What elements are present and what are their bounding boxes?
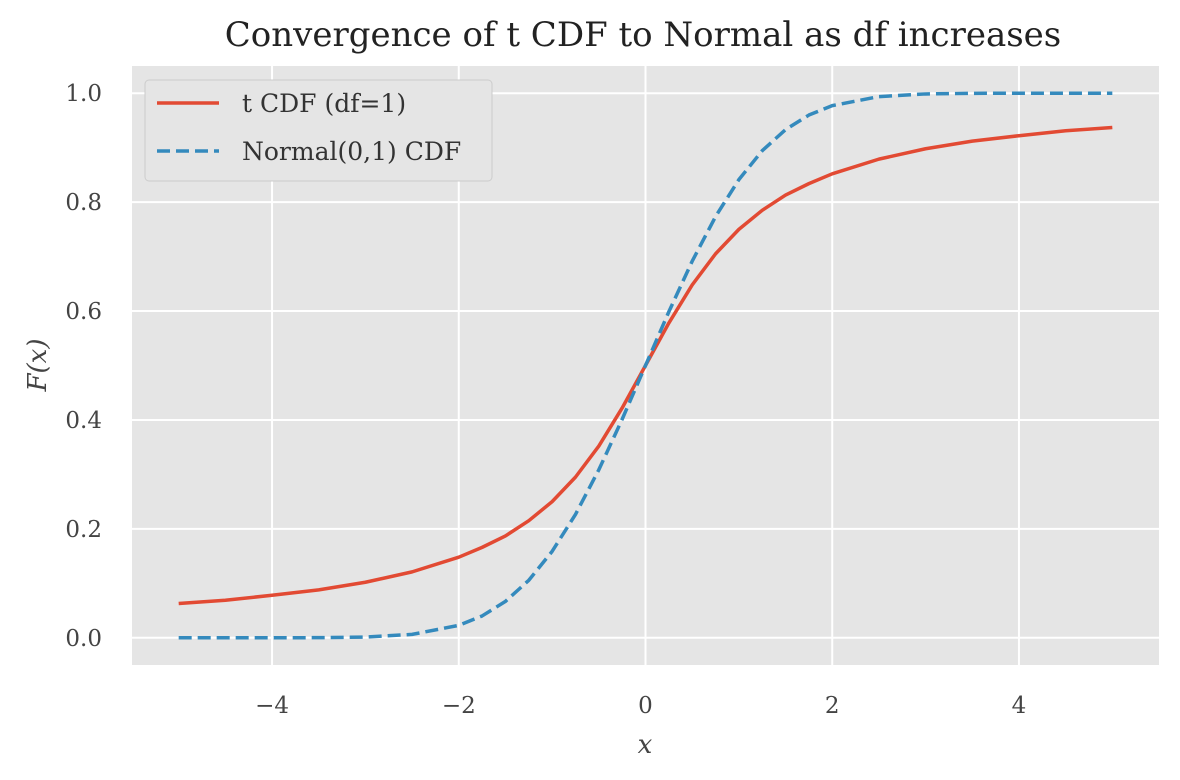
x-axis-label: x: [638, 730, 653, 760]
legend: t CDF (df=1) Normal(0,1) CDF: [144, 79, 493, 182]
legend-label-t-cdf: t CDF (df=1): [242, 89, 406, 118]
x-tick-label: −2: [442, 693, 476, 719]
chart-title: Convergence of t CDF to Normal as df inc…: [225, 15, 1062, 55]
x-tick-label: 2: [825, 693, 840, 719]
legend-label-normal-cdf: Normal(0,1) CDF: [242, 137, 461, 166]
series-layer: [178, 91, 1113, 640]
y-tick-label: 0.0: [65, 626, 102, 652]
y-tick-label: 0.6: [65, 299, 102, 325]
tick-labels: −4 −2 0 2 4 0.0 0.2 0.4 0.6 0.8 1.0: [65, 81, 1026, 719]
x-tick-label: 0: [638, 693, 653, 719]
y-axis-label: F(x): [23, 339, 53, 393]
y-tick-label: 1.0: [65, 81, 102, 107]
x-tick-label: −4: [255, 693, 289, 719]
y-tick-label: 0.8: [65, 190, 102, 216]
x-tick-label: 4: [1012, 693, 1027, 719]
y-tick-label: 0.2: [65, 517, 102, 543]
series-line-normal-cdf: [178, 91, 1113, 640]
y-tick-label: 0.4: [65, 408, 102, 434]
legend-box: [144, 79, 493, 182]
